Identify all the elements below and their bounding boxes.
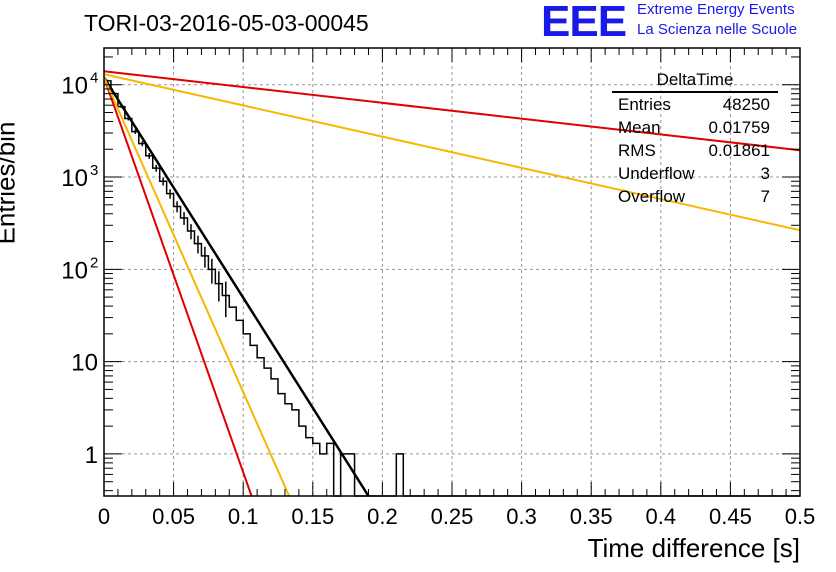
fit-curves <box>104 70 800 496</box>
y-tick-label: 10 <box>71 350 98 377</box>
x-tick-label: 0.15 <box>291 504 334 529</box>
fit-line <box>104 77 291 496</box>
x-tick-label: 0.5 <box>785 504 816 529</box>
stats-row-mean: Mean 0.01759 <box>612 116 778 139</box>
x-tick-label: 0.45 <box>709 504 752 529</box>
y-tick-exponent: 3 <box>90 162 98 179</box>
y-tick-label: 10 <box>61 165 88 192</box>
axis-ticks <box>103 48 801 496</box>
x-tick-label: 0.2 <box>367 504 398 529</box>
stats-label: Underflow <box>618 164 695 183</box>
x-tick-label: 0.3 <box>506 504 537 529</box>
stats-box: DeltaTime Entries 48250 Mean 0.01759 RMS… <box>612 70 778 208</box>
eee-logo: EEE <box>541 0 627 46</box>
plot-title: TORI-03-2016-05-03-00045 <box>84 10 369 36</box>
y-axis-label: Entries/bin <box>0 121 21 245</box>
stats-value: 0.01759 <box>708 118 770 137</box>
x-axis-label: Time difference [s] <box>587 533 800 563</box>
stats-value: 48250 <box>722 95 770 114</box>
logo-subtitle-1: Extreme Energy Events <box>637 1 795 18</box>
x-tick-label: 0.1 <box>228 504 259 529</box>
y-axis-label-wrap: Entries/bin <box>0 122 36 245</box>
stats-label: Entries <box>618 95 671 114</box>
stats-value: 3 <box>760 164 770 183</box>
fit-line <box>104 76 370 496</box>
y-tick-exponent: 2 <box>90 254 98 271</box>
fit-line <box>104 70 800 152</box>
x-tick-label: 0.4 <box>646 504 677 529</box>
stats-label: RMS <box>618 141 656 160</box>
y-tick-label: 10 <box>61 73 88 100</box>
stats-label: Overflow <box>618 187 686 206</box>
x-tick-label: 0.05 <box>152 504 195 529</box>
logo-subtitle-2: La Scienza nelle Scuole <box>637 21 798 38</box>
x-tick-label: 0.35 <box>570 504 613 529</box>
stats-row-overflow: Overflow 7 <box>612 185 778 208</box>
stats-title: DeltaTime <box>612 70 778 93</box>
tick-labels: 0 0.05 0.1 0.15 0.2 0.25 0.3 0.35 0.4 0.45 0.5 1 10 1… <box>61 70 815 529</box>
stats-value: 0.01861 <box>708 141 770 160</box>
stats-row-rms: RMS 0.01861 <box>612 139 778 162</box>
fit-line <box>104 77 253 496</box>
x-tick-label: 0 <box>98 504 110 529</box>
stats-value: 7 <box>760 187 770 206</box>
stats-row-entries: Entries 48250 <box>612 93 778 116</box>
x-tick-label: 0.25 <box>431 504 474 529</box>
y-tick-label: 10 <box>61 257 88 284</box>
y-tick-label: 1 <box>85 442 98 469</box>
y-tick-exponent: 4 <box>90 70 98 87</box>
stats-label: Mean <box>618 118 661 137</box>
stats-row-underflow: Underflow 3 <box>612 162 778 185</box>
fit-line <box>104 73 800 232</box>
